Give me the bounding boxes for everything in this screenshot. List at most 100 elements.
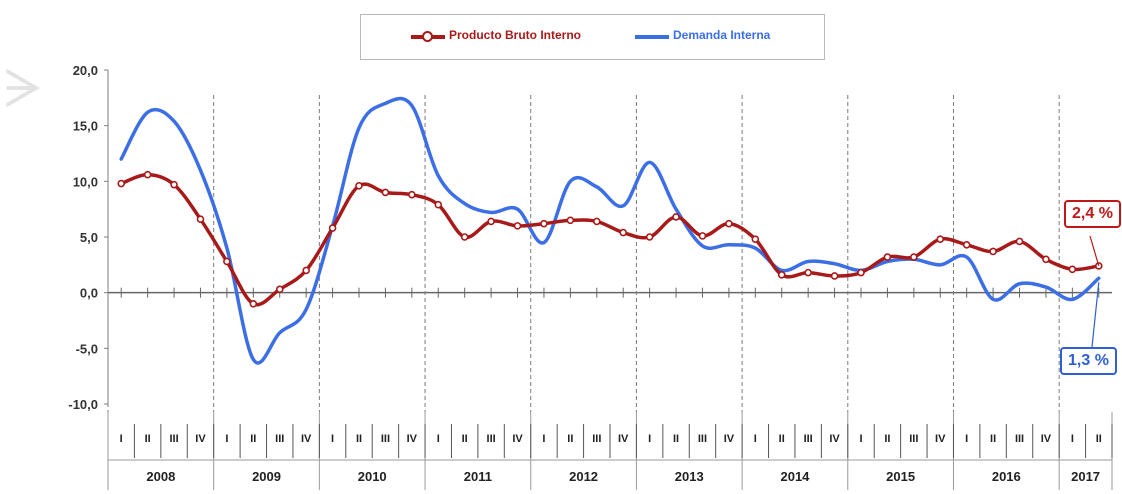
year-label: 2016	[992, 469, 1021, 484]
callout-pointer-pbi	[1089, 235, 1100, 267]
pbi-point	[513, 222, 522, 230]
quarter-label: IV	[195, 433, 206, 445]
quarter-label: III	[169, 433, 178, 445]
quarter-label: I	[331, 433, 334, 445]
series-line-pbi	[119, 172, 1101, 307]
legend-marker-pbi	[422, 31, 433, 42]
pbi-point	[1042, 255, 1050, 264]
legend-label-pbi: Producto Bruto Interno	[449, 28, 581, 42]
y-tick-label: -10,0	[68, 397, 98, 412]
y-tick-label: 15,0	[73, 119, 98, 134]
quarter-label: I	[965, 433, 968, 445]
year-label: 2009	[252, 469, 281, 484]
quarter-label: IV	[407, 433, 418, 445]
quarter-label: II	[567, 433, 573, 445]
quarter-label: III	[909, 433, 918, 445]
pbi-point	[275, 285, 284, 294]
y-tick-label: 5,0	[80, 230, 98, 245]
year-label: 2017	[1071, 469, 1100, 484]
pbi-point	[1015, 237, 1024, 246]
y-tick-label: 20,0	[73, 63, 98, 78]
quarter-label: IV	[829, 433, 840, 445]
pbi-point	[619, 228, 628, 237]
quarter-label: III	[381, 433, 390, 445]
pbi-point	[672, 213, 680, 221]
pbi-point	[751, 235, 760, 244]
pbi-point	[962, 240, 971, 249]
quarter-label: III	[804, 433, 813, 445]
year-label: 2013	[675, 469, 704, 484]
year-label: 2011	[464, 469, 492, 484]
y-tick-label: -5,0	[76, 341, 98, 356]
quarter-label: III	[1015, 433, 1024, 445]
series-line-demanda-interna	[119, 96, 1101, 365]
legend-swatch-di	[635, 35, 669, 39]
pbi-point	[434, 200, 443, 209]
year-label: 2012	[569, 469, 598, 484]
quarter-label: III	[592, 433, 601, 445]
pbi-point	[540, 219, 548, 228]
year-label: 2008	[146, 469, 175, 484]
quarter-label: IV	[724, 433, 735, 445]
pbi-point	[460, 233, 469, 241]
pbi-point	[302, 266, 310, 275]
quarter-label: I	[754, 433, 757, 445]
pbi-point	[857, 268, 865, 277]
quarter-label: IV	[1041, 433, 1052, 445]
quarter-label: II	[673, 433, 679, 445]
pbi-point	[196, 215, 205, 223]
quarter-label: II	[779, 433, 785, 445]
pbi-point	[566, 216, 575, 225]
quarter-label: IV	[618, 433, 629, 445]
pbi-point	[592, 217, 601, 226]
legend-label-di: Demanda Interna	[673, 28, 771, 42]
quarter-label: IV	[301, 433, 312, 445]
quarter-label: I	[859, 433, 862, 445]
callout-pointer-di	[1091, 282, 1100, 348]
pbi-point	[170, 180, 178, 189]
quarter-label: I	[542, 433, 545, 445]
pbi-point	[117, 179, 126, 188]
pbi-point	[883, 253, 892, 261]
pbi-point	[223, 257, 231, 266]
quarter-label: I	[437, 433, 440, 445]
pbi-point	[989, 247, 997, 256]
y-tick-label: 0,0	[80, 286, 98, 301]
quarter-label: III	[275, 433, 284, 445]
pbi-point	[725, 219, 733, 228]
quarter-label: III	[698, 433, 707, 445]
pbi-point	[936, 235, 945, 244]
quarter-label: II	[884, 433, 890, 445]
year-label: 2014	[780, 469, 810, 484]
callout-di-last: 1,3 %	[1060, 347, 1117, 375]
quarter-label: II	[1096, 433, 1102, 445]
quarter-label: I	[648, 433, 651, 445]
quarter-label: I	[120, 433, 123, 445]
quarter-label: III	[487, 433, 496, 445]
pbi-point	[143, 170, 152, 179]
quarter-label: II	[462, 433, 468, 445]
year-label: 2015	[886, 469, 915, 484]
pbi-point	[381, 188, 390, 197]
pbi-point	[645, 233, 654, 241]
callout-pbi-last: 2,4 %	[1064, 200, 1121, 228]
year-label: 2010	[358, 469, 387, 484]
pbi-point	[355, 181, 363, 190]
quarter-label: II	[990, 433, 996, 445]
pbi-point	[328, 224, 337, 232]
quarter-label: II	[250, 433, 256, 445]
y-tick-label: 10,0	[73, 174, 98, 189]
pbi-point	[249, 299, 258, 308]
quarter-label: II	[356, 433, 362, 445]
pbi-point	[408, 190, 416, 199]
quarter-label: I	[225, 433, 228, 445]
quarter-label: IV	[935, 433, 946, 445]
pbi-point	[804, 268, 812, 277]
pbi-point	[777, 271, 786, 279]
quarter-label: IV	[512, 433, 523, 445]
pbi-point	[487, 217, 495, 226]
pbi-point	[830, 272, 839, 280]
chart-legend: Producto Bruto Interno Demanda Interna	[360, 14, 825, 60]
pbi-point	[698, 232, 707, 240]
